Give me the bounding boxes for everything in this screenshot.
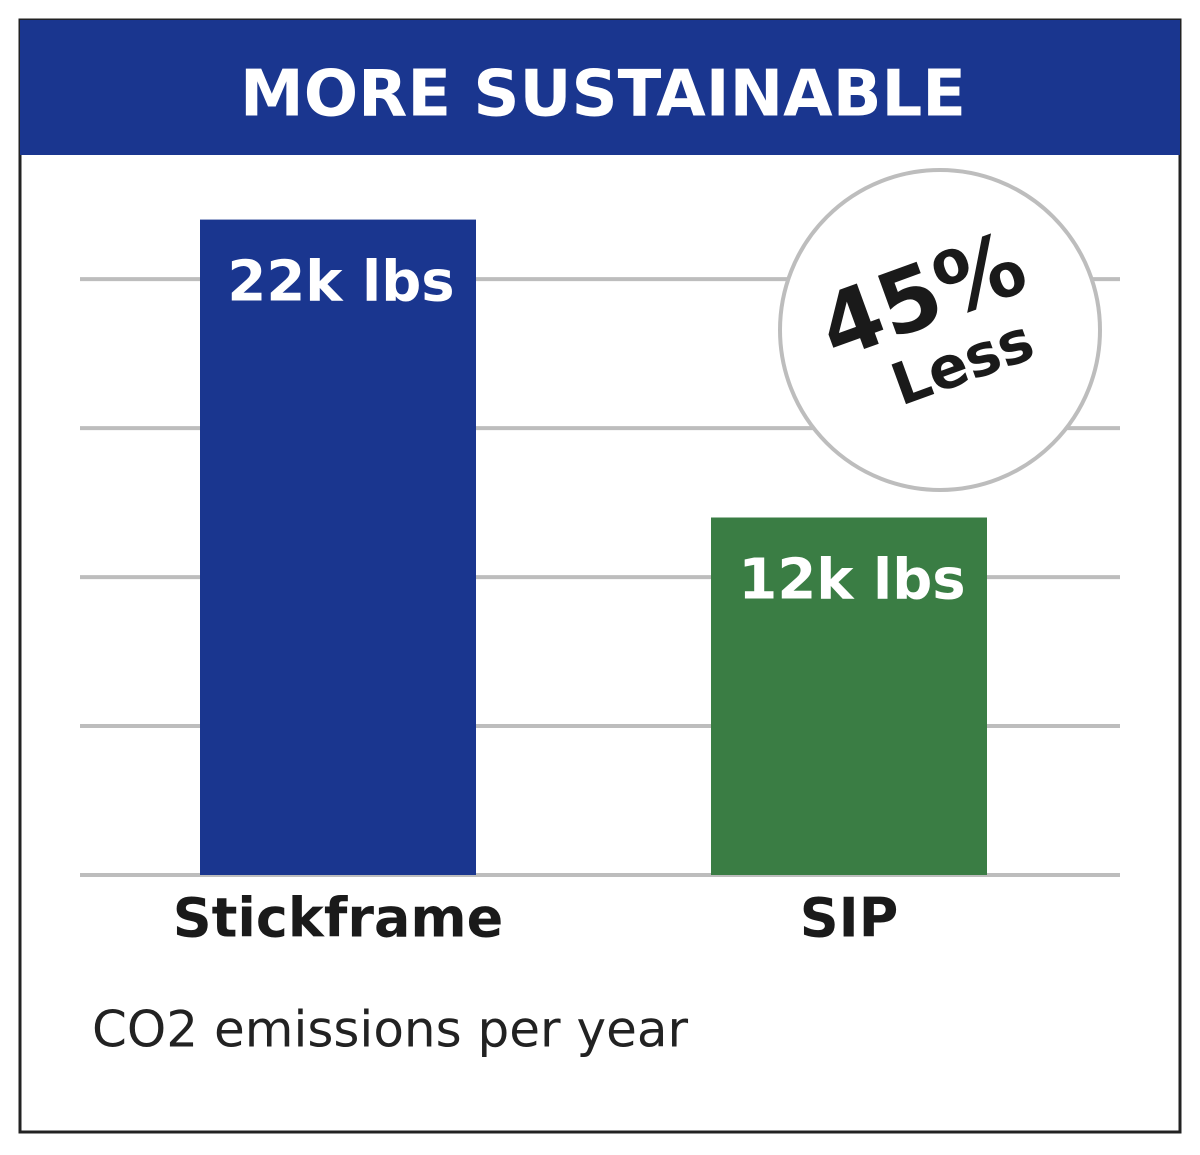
bar	[711, 517, 987, 875]
chart-title: MORE SUSTAINABLE	[240, 58, 966, 132]
value-label: 12k lbs	[738, 548, 965, 613]
subtitle: CO2 emissions per year	[92, 1001, 688, 1059]
value-label: 22k lbs	[227, 250, 454, 315]
header	[20, 20, 1180, 155]
badge-circle	[778, 168, 1102, 492]
x-tick-label: SIP	[800, 887, 899, 950]
x-tick-label: Stickframe	[173, 887, 504, 950]
badge: 45% Less	[778, 168, 1102, 492]
bar	[200, 219, 476, 876]
